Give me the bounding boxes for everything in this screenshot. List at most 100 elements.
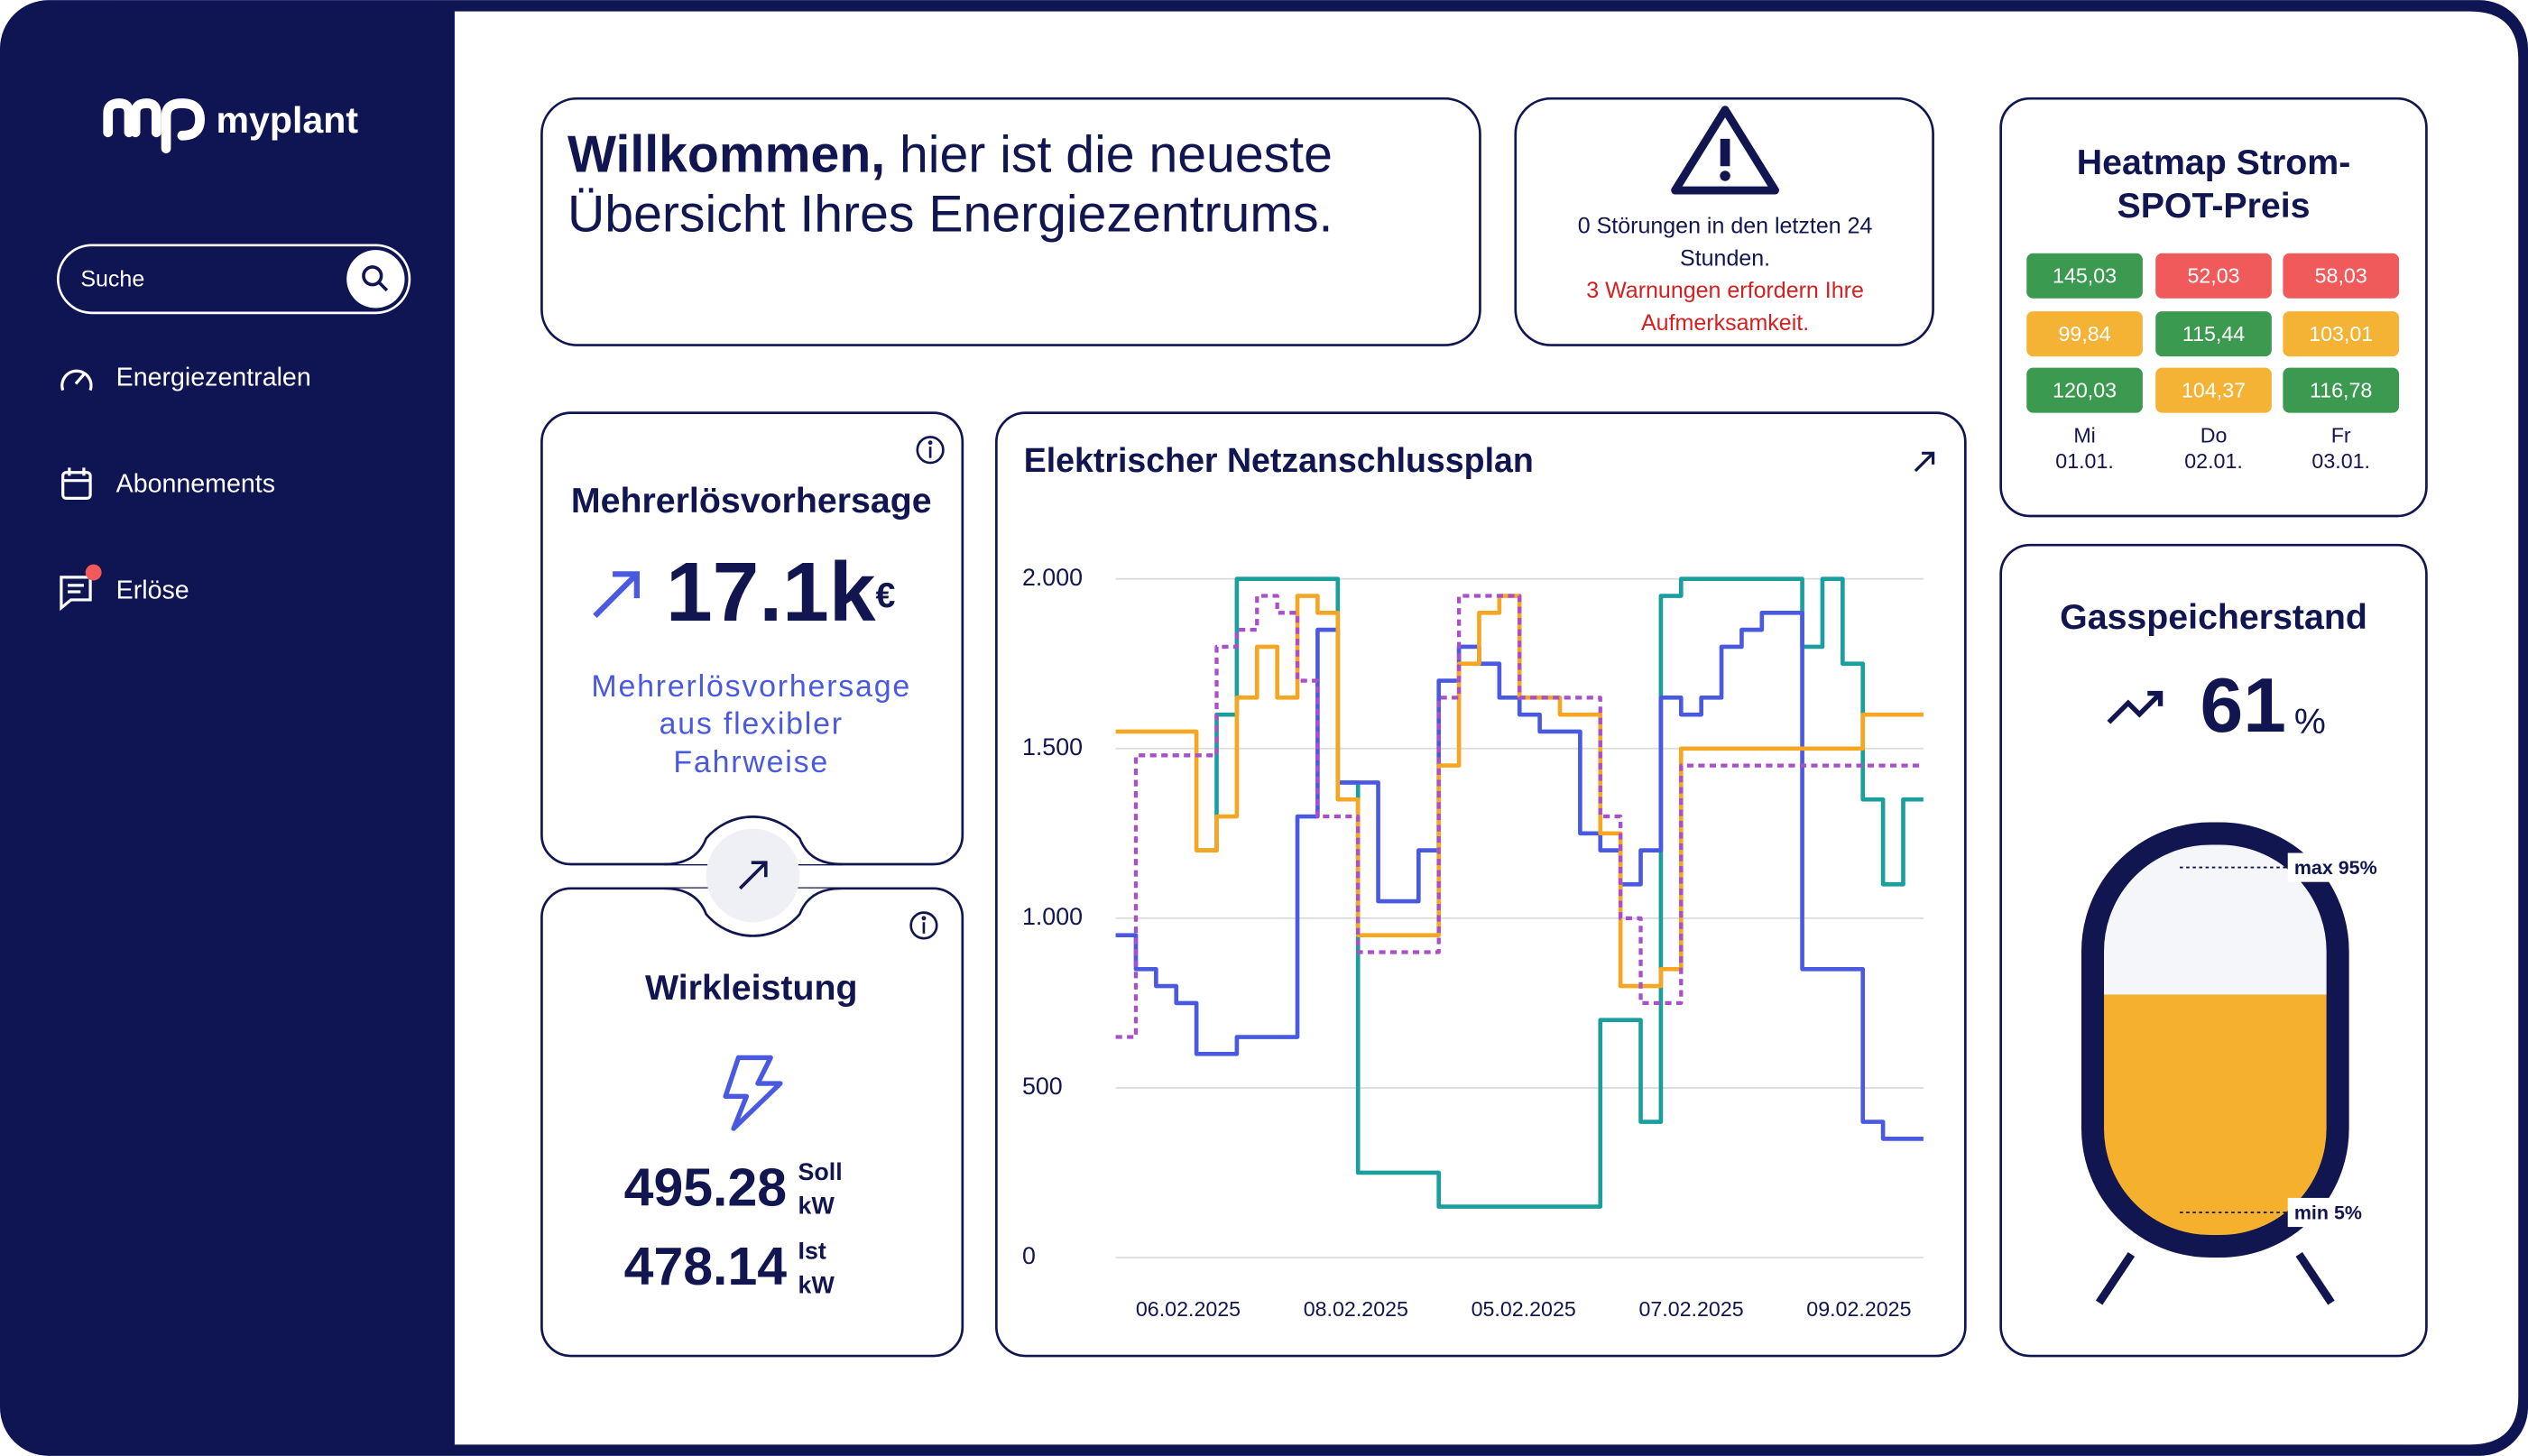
y-tick-label: 1.500 — [1022, 733, 1083, 760]
tank-legs — [2095, 1251, 2335, 1305]
heatmap-cell — [2283, 367, 2400, 413]
heatmap-cell — [2155, 311, 2272, 357]
heatmap-date: 02.01. — [2184, 449, 2243, 473]
menu-item[interactable]: Energiezentralen — [116, 364, 311, 392]
revenue-desc: Mehrerlösvorhersage — [591, 669, 911, 704]
power-unit: kW — [798, 1271, 835, 1298]
expand-arrow — [738, 861, 768, 890]
series-line — [1115, 610, 1924, 1141]
max-label-bg — [2287, 852, 2369, 882]
heatmap-day: Mi — [2073, 424, 2096, 447]
revenue-desc: aus flexibler — [660, 706, 844, 741]
chart: 0 500 1.000 1.500 2.000 06.02.2025 08.02.2025 0… — [1022, 564, 1924, 1321]
series-line — [1115, 594, 1924, 989]
search-box[interactable] — [56, 244, 411, 315]
menu-item[interactable]: Erlöse — [116, 576, 189, 605]
lightning-icon — [723, 1055, 783, 1131]
x-tick-label: 07.02.2025 — [1638, 1297, 1743, 1321]
heatmap-value: 116,78 — [2310, 379, 2372, 402]
heatmap-value: 115,44 — [2182, 322, 2245, 346]
warning-icon — [1671, 106, 1779, 195]
min-label: min 5% — [2294, 1202, 2362, 1223]
power-ist-label: Ist — [798, 1238, 826, 1265]
heatmap-cell — [2155, 253, 2272, 299]
menu-icon-gauge — [60, 369, 93, 392]
info-icon[interactable] — [916, 436, 945, 465]
revenue-value: 17.1k€ — [666, 545, 896, 639]
revenue-number: 17.1k — [666, 545, 876, 639]
revenue-unit: € — [876, 576, 896, 616]
trend-icon — [2107, 690, 2164, 724]
menu-icon-messages — [60, 576, 92, 612]
series-line — [1115, 594, 1924, 1039]
gas-value: 61 — [2200, 662, 2286, 749]
heatmap-day: Fr — [2331, 424, 2351, 447]
series-line — [1196, 576, 1924, 1209]
welcome-line: Willkommen, hier ist die neueste — [567, 125, 1333, 183]
chart-expand[interactable] — [1914, 451, 1935, 473]
heatmap-cell — [2283, 311, 2400, 357]
x-tick-label: 06.02.2025 — [1136, 1297, 1241, 1321]
welcome-line: Übersicht Ihres Energiezentrums. — [567, 186, 1333, 244]
heatmap-value: 103,01 — [2309, 322, 2373, 346]
logo — [103, 98, 205, 153]
welcome-text: hier ist die neueste — [900, 125, 1333, 183]
power-ist: 478.14 — [624, 1238, 788, 1296]
menu-icon-calendar — [61, 467, 92, 500]
revenue-title: Mehrerlösvorhersage — [571, 481, 932, 521]
gas-unit: % — [2294, 702, 2326, 742]
chart-title: Elektrischer Netzanschlussplan — [1024, 441, 1534, 479]
heatmap-title: Heatmap Strom- — [2077, 143, 2351, 182]
x-tick-label: 09.02.2025 — [1806, 1297, 1911, 1321]
heatmap-cell — [2155, 367, 2272, 413]
gas-title: Gasspeicherstand — [2060, 597, 2367, 637]
welcome-card — [540, 97, 1481, 346]
heatmap-day: Do — [2200, 424, 2228, 447]
y-tick-label: 500 — [1022, 1073, 1063, 1100]
heatmap-value: 145,03 — [2053, 264, 2117, 288]
alert-info: Stunden. — [1680, 245, 1770, 271]
search-placeholder: Suche — [80, 267, 144, 292]
min-label-bg — [2287, 1197, 2369, 1228]
power-soll: 495.28 — [624, 1158, 787, 1217]
heatmap-value: 99,84 — [2059, 322, 2111, 346]
heatmap-date: 03.01. — [2311, 449, 2370, 473]
search-icon — [362, 265, 389, 292]
alerts-card — [1514, 97, 1934, 346]
y-tick-label: 2.000 — [1022, 564, 1083, 591]
heatmap-cell — [2026, 367, 2143, 413]
alert-warning: 3 Warnungen erfordern Ihre — [1586, 278, 1864, 303]
max-label: max 95% — [2294, 857, 2377, 879]
chart-card — [995, 411, 1967, 1358]
heatmap-grid: 145,03 52,03 58,03 99,84 115,44 103,01 120,03 1… — [2026, 253, 2400, 473]
alert-warning: Aufmerksamkeit. — [1641, 310, 1809, 336]
welcome-bold: Willkommen, — [567, 125, 885, 183]
heatmap-value: 104,37 — [2182, 379, 2246, 402]
card-notch — [664, 816, 842, 937]
notification-dot — [85, 564, 102, 581]
heatmap-cell — [2026, 311, 2143, 357]
heatmap-date: 01.01. — [2055, 449, 2114, 473]
y-tick-label: 1.000 — [1022, 903, 1083, 930]
tank: max 95% min 5% — [2081, 822, 2377, 1305]
brand: myplant — [216, 99, 358, 141]
warning-icon-bar — [1720, 138, 1730, 167]
search-button[interactable] — [346, 250, 405, 309]
power-soll-label: Soll — [798, 1158, 843, 1185]
info-icon[interactable] — [909, 911, 938, 940]
tank-shell — [2081, 822, 2349, 1258]
revenue-desc: Fahrweise — [673, 745, 829, 779]
alert-info: 0 Störungen in den letzten 24 — [1578, 214, 1873, 239]
x-tick-label: 05.02.2025 — [1472, 1297, 1576, 1321]
heatmap-cell — [2026, 253, 2143, 299]
power-title: Wirkleistung — [645, 968, 857, 1008]
heatmap-value: 58,03 — [2315, 264, 2367, 288]
heatmap-value: 120,03 — [2053, 379, 2117, 402]
menu-item[interactable]: Abonnements — [116, 470, 275, 499]
heatmap-value: 52,03 — [2187, 264, 2239, 288]
heatmap-cell — [2283, 253, 2400, 299]
y-tick-label: 0 — [1022, 1242, 1036, 1269]
heatmap-title: SPOT-Preis — [2117, 186, 2311, 226]
